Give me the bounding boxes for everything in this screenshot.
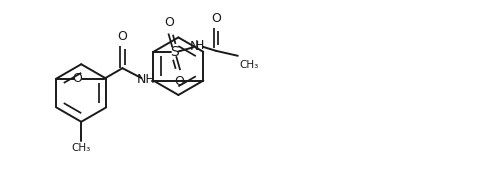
Text: CH₃: CH₃ <box>72 143 91 153</box>
Text: O: O <box>164 17 174 30</box>
Text: O: O <box>72 72 82 85</box>
Text: H: H <box>195 39 204 52</box>
Text: N: N <box>189 40 199 53</box>
Text: NH: NH <box>137 73 156 86</box>
Text: O: O <box>174 75 184 88</box>
Text: S: S <box>170 45 179 59</box>
Text: O: O <box>118 30 127 43</box>
Text: CH₃: CH₃ <box>240 60 259 70</box>
Text: O: O <box>211 11 221 24</box>
